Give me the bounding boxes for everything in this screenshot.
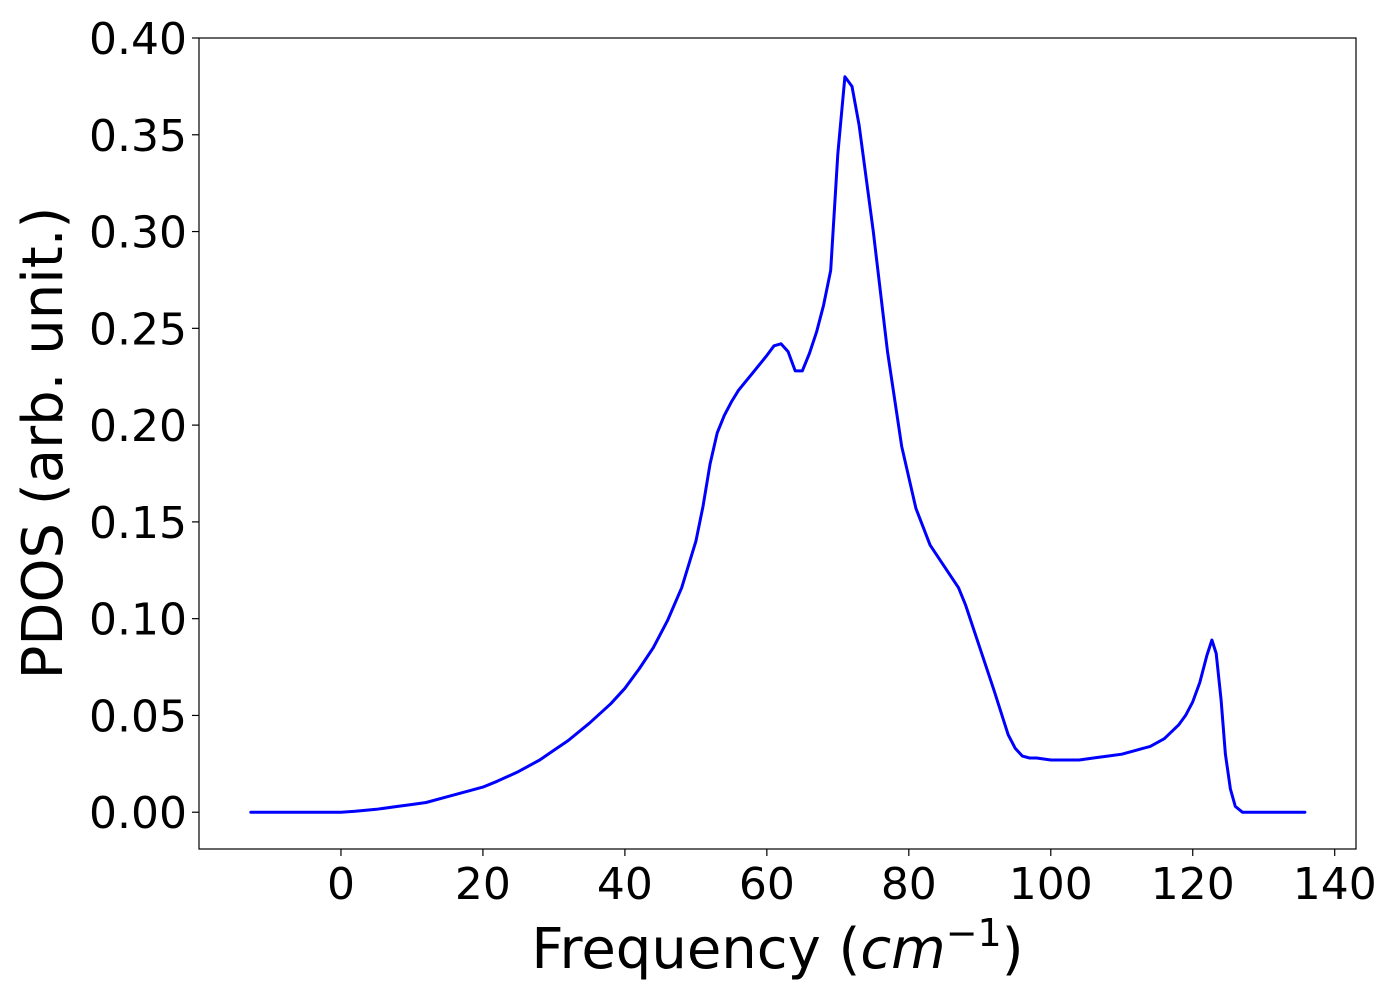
y-tick-label: 0.35 bbox=[89, 111, 187, 162]
y-tick-label: 0.10 bbox=[89, 595, 187, 646]
y-tick-label: 0.30 bbox=[89, 208, 187, 259]
x-tick-label: 80 bbox=[881, 859, 937, 910]
pdos-series-line bbox=[249, 75, 1307, 814]
y-tick-label: 0.05 bbox=[89, 691, 187, 742]
x-tick-label: 0 bbox=[327, 859, 355, 910]
x-tick-label: 40 bbox=[597, 859, 653, 910]
y-tick-label: 0.40 bbox=[89, 14, 187, 65]
x-tick-label: 140 bbox=[1293, 859, 1377, 910]
y-tick-label: 0.15 bbox=[89, 498, 187, 549]
plot-frame bbox=[198, 37, 1357, 850]
x-tick-label: 100 bbox=[1009, 859, 1093, 910]
x-tick-label: 20 bbox=[455, 859, 511, 910]
x-tick-label: 120 bbox=[1151, 859, 1235, 910]
y-tick-label: 0.20 bbox=[89, 401, 187, 452]
y-tick-label: 0.25 bbox=[89, 304, 187, 355]
axis-ticks: 0 20 40 60 80 100 120 140 0.00 0.05 0.10 0.15 0.20 0.… bbox=[89, 14, 1377, 910]
x-tick-label: 60 bbox=[739, 859, 795, 910]
x-axis-label: Frequency (cm−1) bbox=[531, 911, 1023, 982]
y-tick-label: 0.00 bbox=[89, 788, 187, 839]
y-axis-label: PDOS (arb. unit.) bbox=[11, 207, 76, 680]
